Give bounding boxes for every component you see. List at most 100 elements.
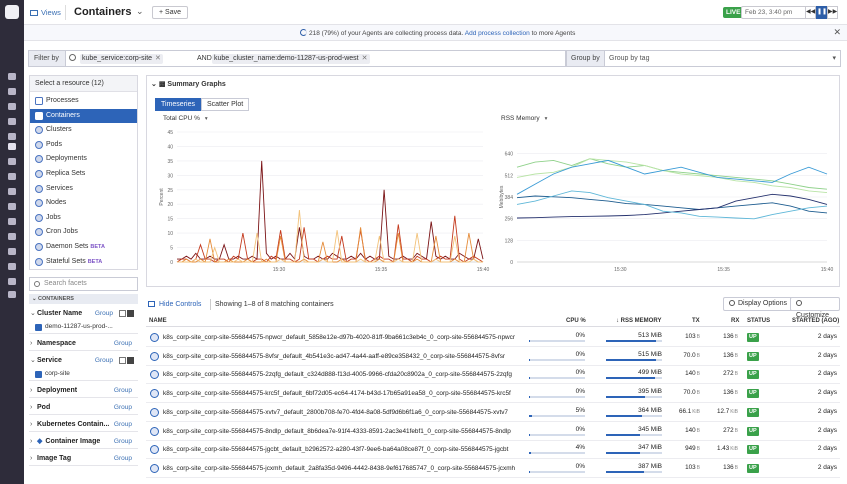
monitors-icon[interactable] [8, 158, 16, 165]
search-facets-input[interactable]: Search facets [29, 277, 138, 291]
facet-7[interactable]: › Image Tag Group [29, 453, 138, 465]
cpu-metric-select[interactable]: Total CPU % ▾ [163, 115, 208, 122]
close-icon[interactable]: ✕ [833, 27, 841, 37]
facet-toggle[interactable] [118, 357, 135, 365]
column-cpu[interactable]: CPU % [566, 318, 586, 324]
checkbox-checked-icon[interactable] [35, 370, 42, 378]
filter-tag[interactable]: kube_cluster_name:demo-11287-us-prod-wes… [212, 54, 370, 64]
facet-3[interactable]: › Deployment Group [29, 385, 138, 397]
infrastructure-icon[interactable] [8, 143, 16, 150]
group-link[interactable]: Group [113, 340, 132, 347]
search-icon[interactable] [8, 73, 16, 80]
integrations-icon[interactable] [8, 188, 16, 195]
memory-metric-select[interactable]: RSS Memory ▾ [501, 115, 547, 122]
summary-graphs-toggle[interactable]: ⌄ ▩ Summary Graphs [151, 80, 226, 88]
customize-button[interactable]: Customize [790, 297, 840, 319]
facet-toggle[interactable] [118, 310, 135, 318]
logo-icon[interactable] [5, 5, 19, 19]
container-name[interactable]: k8s_corp-site_corp-site-556844575-jcxmh_… [163, 464, 516, 472]
container-name[interactable]: k8s_corp-site_corp-site-556844575-xvtv7_… [163, 408, 508, 416]
facet-5[interactable]: › Kubernetes Contain... Group [29, 419, 138, 431]
facet-0[interactable]: ⌄ Cluster Name Group [29, 308, 138, 320]
display-options-button[interactable]: Display Options [723, 297, 794, 311]
group-link[interactable]: Group [113, 404, 132, 411]
synthetics-icon[interactable] [8, 278, 16, 285]
resource-item[interactable]: Stateful Sets BETA [30, 255, 137, 269]
remove-tag-icon[interactable]: ✕ [361, 55, 368, 62]
checkbox-checked-icon[interactable] [35, 323, 42, 331]
resource-item[interactable]: Daemon Sets BETA [30, 240, 137, 254]
facet-4[interactable]: › Pod Group [29, 402, 138, 414]
container-name[interactable]: k8s_corp-site_corp-site-556844575-2zqfg_… [163, 371, 512, 379]
pause-button[interactable]: ❚❚ [816, 6, 827, 19]
facet-value[interactable]: demo-11287-us-prod-... [35, 322, 113, 332]
column-status[interactable]: STATUS [747, 318, 771, 324]
group-link[interactable]: Group [113, 455, 132, 462]
resource-item[interactable]: Jobs [30, 211, 137, 225]
facet-section-header[interactable]: ⌄ CONTAINERS [29, 294, 138, 304]
table-row[interactable]: k8s_corp-site_corp-site-556844575-npwcr_… [146, 328, 840, 347]
security-icon[interactable] [8, 248, 16, 255]
facet-6[interactable]: › ◆ Container Image Group [29, 436, 138, 448]
container-name[interactable]: k8s_corp-site_corp-site-556844575-8vfsr_… [163, 352, 506, 360]
notebooks-icon[interactable] [8, 218, 16, 225]
resource-item[interactable]: Deployments [30, 152, 137, 166]
resource-item[interactable]: Services [30, 182, 137, 196]
table-row[interactable]: k8s_corp-site_corp-site-556844575-xvtv7_… [146, 403, 840, 422]
table-row[interactable]: k8s_corp-site_corp-site-556844575-jcxmh_… [146, 459, 840, 478]
group-link[interactable]: Group [113, 421, 132, 428]
table-row[interactable]: k8s_corp-site_corp-site-556844575-2zqfg_… [146, 365, 840, 385]
facet-2[interactable]: ⌄ Service Group [29, 355, 138, 367]
table-row[interactable]: k8s_corp-site_corp-site-556844575-8vfsr_… [146, 347, 840, 366]
group-link[interactable]: Group [94, 357, 113, 364]
column-tx[interactable]: TX [692, 318, 700, 324]
rewind-button[interactable]: ◀◀ [805, 6, 816, 19]
resource-item[interactable]: Containers [30, 108, 137, 123]
facet-value[interactable]: corp-site [35, 369, 70, 379]
column-rx[interactable]: RX [731, 318, 740, 324]
group-link[interactable]: Group [113, 438, 132, 445]
save-button[interactable]: + Save [152, 6, 189, 19]
apm-icon[interactable] [8, 203, 16, 210]
resource-item[interactable]: Nodes [30, 196, 137, 210]
resource-item[interactable]: Clusters [30, 123, 137, 137]
group-link[interactable]: Group [94, 310, 113, 317]
metrics-icon[interactable] [8, 173, 16, 180]
resource-item[interactable]: Processes [30, 94, 137, 108]
dashboards-icon[interactable] [8, 133, 16, 140]
network-icon[interactable] [8, 291, 16, 298]
table-row[interactable]: k8s_corp-site_corp-site-556844575-krc5f_… [146, 384, 840, 404]
facet-1[interactable]: › Namespace Group [29, 338, 138, 350]
remove-tag-icon[interactable]: ✕ [155, 55, 161, 62]
column-started[interactable]: STARTED (AGO) [792, 318, 840, 324]
container-name[interactable]: k8s_corp-site_corp-site-556844575-jgcbt_… [163, 446, 509, 454]
hide-controls-button[interactable]: Hide Controls [148, 298, 201, 311]
table-row[interactable]: k8s_corp-site_corp-site-556844575-jgcbt_… [146, 440, 840, 460]
add-process-collection-link[interactable]: Add process collection [464, 30, 530, 37]
resource-item[interactable]: Pods [30, 138, 137, 152]
events-icon[interactable] [8, 118, 16, 125]
table-row[interactable]: k8s_corp-site_corp-site-556844575-8ndlp_… [146, 422, 840, 441]
chevron-down-icon[interactable]: ⌄ [136, 6, 144, 16]
tab-timeseries[interactable]: Timeseries [155, 98, 201, 111]
home-icon[interactable] [8, 88, 16, 95]
container-name[interactable]: k8s_corp-site_corp-site-556844575-krc5f_… [163, 390, 511, 398]
ux-monitoring-icon[interactable] [8, 263, 16, 270]
container-name[interactable]: k8s_corp-site_corp-site-556844575-npwcr_… [163, 334, 515, 341]
container-name[interactable]: k8s_corp-site_corp-site-556844575-8ndlp_… [163, 427, 511, 435]
forward-button[interactable]: ▶▶ [827, 6, 838, 19]
views-button[interactable]: Views [30, 8, 61, 17]
group-link[interactable]: Group [113, 387, 132, 394]
watchdog-icon[interactable] [8, 103, 16, 110]
column-rss-memory[interactable]: ↓ RSS MEMORY [616, 316, 661, 327]
resource-item[interactable]: Replica Sets [30, 167, 137, 181]
cpu-bar [529, 414, 585, 417]
column-name[interactable]: NAME [149, 318, 167, 324]
tab-scatter-plot[interactable]: Scatter Plot [200, 98, 250, 111]
group-by-input[interactable]: Group by tag ▾ [605, 50, 841, 67]
logs-icon[interactable] [8, 233, 16, 240]
filter-input[interactable]: kube_service:corp-site ✕ AND kube_cluster… [65, 50, 604, 67]
resource-item[interactable]: Cron Jobs [30, 225, 137, 239]
memory-value: 345 MiB [638, 425, 662, 433]
filter-tag[interactable]: kube_service:corp-site ✕ [80, 54, 163, 64]
